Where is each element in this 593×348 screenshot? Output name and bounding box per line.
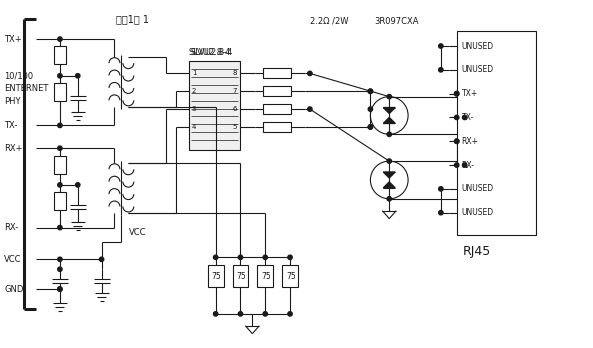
Text: TX+: TX+ <box>4 34 22 44</box>
Circle shape <box>439 211 443 215</box>
Text: 7: 7 <box>232 88 237 94</box>
Circle shape <box>463 115 467 120</box>
Bar <box>257 265 273 287</box>
Text: GND: GND <box>4 285 24 294</box>
Text: 3: 3 <box>192 106 196 112</box>
Text: RX-: RX- <box>462 160 474 169</box>
Bar <box>263 69 291 78</box>
Bar <box>263 86 291 96</box>
Circle shape <box>58 123 62 128</box>
Text: PHY: PHY <box>4 97 21 106</box>
Circle shape <box>213 312 218 316</box>
Circle shape <box>439 187 443 191</box>
Circle shape <box>58 37 62 41</box>
Polygon shape <box>383 118 395 124</box>
Text: 10/100: 10/100 <box>4 71 33 80</box>
Text: 75: 75 <box>262 272 271 281</box>
Text: 4: 4 <box>192 124 196 130</box>
Bar <box>189 61 240 150</box>
Circle shape <box>58 226 62 230</box>
Circle shape <box>263 255 267 260</box>
Text: TX-: TX- <box>4 121 18 130</box>
Bar <box>208 265 224 287</box>
Text: TX-: TX- <box>462 113 474 122</box>
Bar <box>263 122 291 132</box>
Circle shape <box>308 71 312 76</box>
Bar <box>457 31 536 235</box>
Circle shape <box>454 139 459 143</box>
Circle shape <box>454 92 459 96</box>
Circle shape <box>58 74 62 78</box>
Text: 75: 75 <box>212 272 221 281</box>
Circle shape <box>58 146 62 150</box>
Text: UNUSED: UNUSED <box>462 65 494 74</box>
Circle shape <box>454 92 459 96</box>
Text: 6: 6 <box>232 106 237 112</box>
Circle shape <box>454 163 459 167</box>
Text: 5: 5 <box>232 124 237 130</box>
Circle shape <box>368 89 372 94</box>
Text: UNUSED: UNUSED <box>462 184 494 193</box>
Text: RX+: RX+ <box>4 144 23 153</box>
Circle shape <box>439 44 443 48</box>
Circle shape <box>213 255 218 260</box>
Circle shape <box>387 159 391 163</box>
Polygon shape <box>383 182 395 188</box>
Circle shape <box>463 163 467 167</box>
Text: RX+: RX+ <box>462 137 479 146</box>
Text: VCC: VCC <box>129 228 147 237</box>
Text: UNUSED: UNUSED <box>462 41 494 50</box>
Circle shape <box>387 132 391 136</box>
Bar <box>282 265 298 287</box>
Circle shape <box>368 107 372 111</box>
Polygon shape <box>383 108 395 113</box>
Circle shape <box>100 257 104 261</box>
Circle shape <box>308 107 312 111</box>
Circle shape <box>439 68 443 72</box>
Circle shape <box>368 125 372 129</box>
Circle shape <box>238 312 243 316</box>
Circle shape <box>387 94 391 99</box>
Text: 2: 2 <box>192 88 196 94</box>
Circle shape <box>387 197 391 201</box>
Circle shape <box>368 89 372 94</box>
Circle shape <box>263 312 267 316</box>
Circle shape <box>288 255 292 260</box>
Bar <box>54 83 66 101</box>
Circle shape <box>238 255 243 260</box>
Circle shape <box>288 312 292 316</box>
Bar <box>54 192 66 210</box>
Circle shape <box>58 183 62 187</box>
Text: 75: 75 <box>237 272 246 281</box>
Text: RX-: RX- <box>4 223 18 232</box>
Circle shape <box>75 183 80 187</box>
Text: ENTERNET: ENTERNET <box>4 84 49 93</box>
Bar <box>263 104 291 114</box>
Text: 8: 8 <box>232 70 237 77</box>
Circle shape <box>75 74 80 78</box>
Circle shape <box>454 139 459 143</box>
Text: SLVU2.8-4: SLVU2.8-4 <box>189 48 231 57</box>
Text: 2.2Ω /2W: 2.2Ω /2W <box>310 17 349 26</box>
Bar <box>54 46 66 64</box>
Circle shape <box>58 287 62 291</box>
Text: TX+: TX+ <box>462 89 478 98</box>
Text: 变比1： 1: 变比1： 1 <box>116 14 149 24</box>
Text: SLVU2.8-4: SLVU2.8-4 <box>191 48 233 57</box>
Polygon shape <box>383 172 395 178</box>
Text: RJ45: RJ45 <box>463 245 490 258</box>
Circle shape <box>58 267 62 271</box>
Bar <box>54 156 66 174</box>
Circle shape <box>58 257 62 261</box>
Bar <box>232 265 248 287</box>
Text: VCC: VCC <box>4 255 22 264</box>
Circle shape <box>454 115 459 120</box>
Circle shape <box>368 125 372 129</box>
Text: 3R097CXA: 3R097CXA <box>374 17 419 26</box>
Text: 75: 75 <box>286 272 296 281</box>
Text: UNUSED: UNUSED <box>462 208 494 217</box>
Text: 1: 1 <box>192 70 196 77</box>
Circle shape <box>58 287 62 291</box>
